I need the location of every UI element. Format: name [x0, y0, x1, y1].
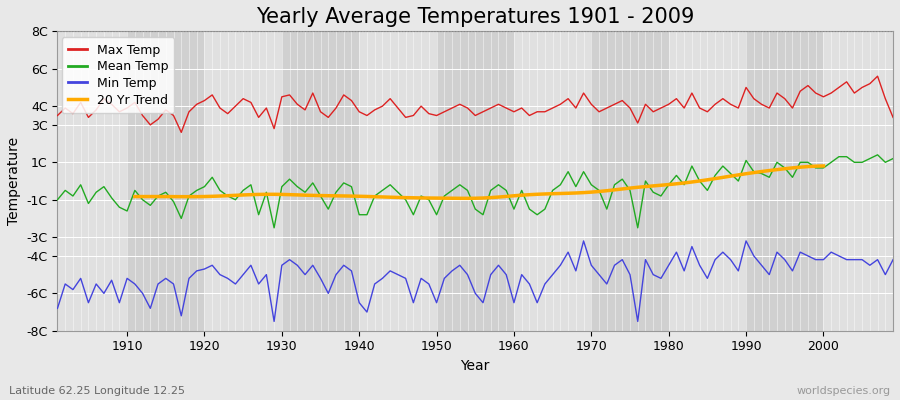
Legend: Max Temp, Mean Temp, Min Temp, 20 Yr Trend: Max Temp, Mean Temp, Min Temp, 20 Yr Tre… — [62, 37, 175, 113]
Bar — [282, 31, 359, 331]
Bar — [746, 31, 824, 331]
Bar — [204, 31, 282, 331]
Y-axis label: Temperature: Temperature — [7, 137, 21, 225]
Bar — [359, 31, 436, 331]
Title: Yearly Average Temperatures 1901 - 2009: Yearly Average Temperatures 1901 - 2009 — [256, 7, 695, 27]
Bar — [127, 31, 204, 331]
Bar — [514, 31, 591, 331]
Text: Latitude 62.25 Longitude 12.25: Latitude 62.25 Longitude 12.25 — [9, 386, 185, 396]
Bar — [591, 31, 669, 331]
Bar — [436, 31, 514, 331]
Bar — [824, 31, 900, 331]
Bar — [50, 31, 127, 331]
Text: worldspecies.org: worldspecies.org — [796, 386, 891, 396]
Bar — [669, 31, 746, 331]
X-axis label: Year: Year — [461, 359, 490, 373]
